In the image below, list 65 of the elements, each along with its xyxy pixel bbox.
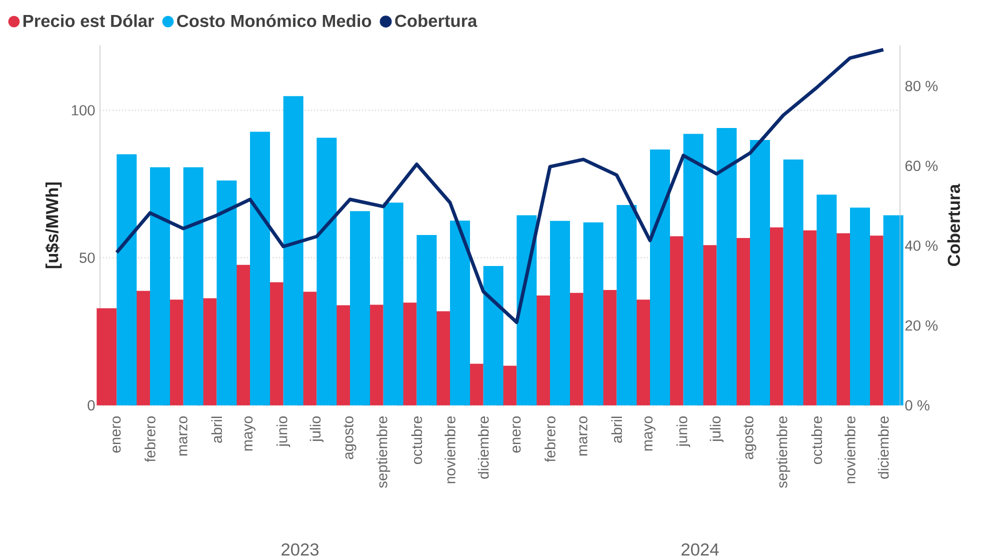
bar xyxy=(216,180,237,406)
bar xyxy=(850,208,870,406)
x-tick-label: abril xyxy=(611,416,622,443)
bar xyxy=(416,235,437,406)
bar xyxy=(716,128,737,406)
bar xyxy=(583,222,604,406)
x-tick-label: mayo xyxy=(244,416,256,451)
y2-tick-label: 20 % xyxy=(905,320,938,331)
line-series xyxy=(114,48,886,324)
x-tick-label: enero xyxy=(112,416,121,453)
x-tick-label: junio xyxy=(676,416,690,448)
y-tick-label: 100 xyxy=(72,105,95,116)
bar xyxy=(550,220,570,406)
bar xyxy=(96,308,117,406)
x-tick-label: noviembre xyxy=(844,416,856,484)
y2-tick-label: 60 % xyxy=(905,160,938,172)
bar xyxy=(883,215,904,406)
bar xyxy=(750,140,770,406)
x-tick-label: noviembre xyxy=(444,416,456,484)
bar xyxy=(450,220,470,406)
bar xyxy=(683,134,704,406)
legend-label: Costo Monómico Medio xyxy=(177,14,372,28)
bar xyxy=(283,96,304,406)
bar xyxy=(116,154,137,406)
bar xyxy=(316,138,337,406)
x-tick-label: junio xyxy=(276,416,290,448)
y2-axis-title: Cobertura xyxy=(947,184,960,266)
bar xyxy=(516,215,537,406)
x-tick-label: febrero xyxy=(144,416,156,462)
x-tick-label: diciembre xyxy=(478,416,489,479)
y2-tick-label: 80 % xyxy=(905,80,938,92)
x-tick-label: marzo xyxy=(179,416,188,456)
x-tick-label: diciembre xyxy=(878,416,889,479)
bar xyxy=(150,167,170,406)
text: 2023 xyxy=(282,543,319,556)
x-tick-label: febrero xyxy=(544,416,556,462)
bar xyxy=(816,194,837,406)
bar xyxy=(616,204,637,406)
x-tick-label: julio xyxy=(310,416,324,442)
x-tick-label: abril xyxy=(211,416,222,443)
x-tick-label: septiembre xyxy=(376,416,390,488)
bar xyxy=(783,159,804,406)
x-tick-label: agosto xyxy=(744,416,756,460)
x-tick-label: julio xyxy=(710,416,724,442)
y2-tick-label: 0 % xyxy=(905,400,930,410)
x-tick-label: octubre xyxy=(811,416,822,464)
x-tick-label: enero xyxy=(512,416,521,453)
y-axis-title: [u$s/MWh] xyxy=(45,182,62,268)
x-tick-label: agosto xyxy=(344,416,356,460)
y-tick-label: 50 xyxy=(80,252,95,263)
bar xyxy=(183,167,204,406)
x-tick-label: marzo xyxy=(579,416,588,456)
bar xyxy=(383,202,404,406)
y2-tick-label: 40 % xyxy=(905,240,938,251)
bar xyxy=(650,149,670,406)
y-tick-label: 0 xyxy=(88,400,95,410)
x-tick-label: mayo xyxy=(644,416,656,451)
x-tick-label: septiembre xyxy=(776,416,790,488)
text: 2024 xyxy=(682,543,719,556)
legend-label: Cobertura xyxy=(395,14,478,27)
legend-label: Precio est Dólar xyxy=(23,14,154,28)
bar xyxy=(483,266,504,406)
bar xyxy=(250,132,270,406)
bar xyxy=(350,211,370,406)
x-tick-label: octubre xyxy=(411,416,422,464)
